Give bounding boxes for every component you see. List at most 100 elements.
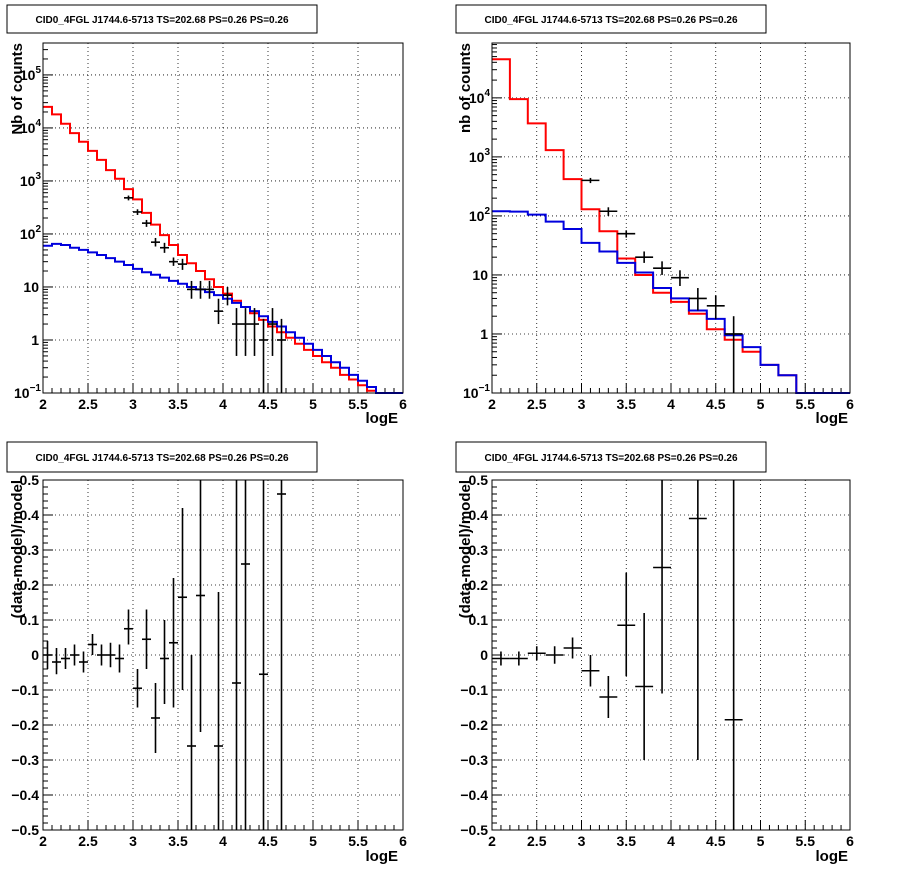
- data-point: [187, 655, 196, 830]
- y-tick-label: 0.2: [469, 577, 489, 593]
- chart-panel-1: 2 2.5 3 3.5 4 4.5 5 5.5 6 10−1 1 10 102 103 104 105 logE…: [6, 4, 407, 427]
- series-line-1: [43, 105, 403, 394]
- title-box: [455, 441, 767, 473]
- y-tick-label: 10: [472, 267, 488, 283]
- data-point: [241, 480, 250, 830]
- x-axis-label: logE: [816, 848, 849, 865]
- data-point: [160, 620, 169, 704]
- x-tick-label: 5: [757, 396, 765, 412]
- chart-title: CID0_4FGL J1744.6-5713 TS=202.68 PS=0.26…: [35, 15, 288, 26]
- y-tick-label: 1: [480, 326, 488, 342]
- data-point: [223, 286, 232, 306]
- data-point: [133, 669, 142, 708]
- y-tick-label: 10−1: [463, 383, 490, 401]
- y-tick-label: 0: [31, 647, 39, 663]
- y-tick-label: −0.1: [460, 682, 488, 698]
- data-point: [509, 651, 528, 666]
- data-point: [241, 308, 250, 356]
- y-tick-label: −0.3: [460, 752, 488, 768]
- data-point: [43, 641, 52, 669]
- y-tick-label: 0.1: [20, 612, 40, 628]
- data-point: [653, 261, 671, 275]
- data-point: [581, 177, 600, 184]
- x-tick-label: 2.5: [78, 396, 98, 412]
- data-point: [259, 480, 268, 830]
- chart-panel-2: 2 2.5 3 3.5 4 4.5 5 5.5 6 10−1 1 10 102 103 104 logE nb …: [455, 4, 854, 427]
- y-tick-label: 1: [31, 332, 39, 348]
- x-tick-label: 4.5: [706, 833, 726, 849]
- y-tick-label: 0.2: [20, 577, 40, 593]
- plot-frame: [491, 42, 851, 394]
- y-tick-label: 10−1: [14, 383, 41, 401]
- y-tick-label: 10: [23, 279, 39, 295]
- x-tick-label: 2: [39, 833, 47, 849]
- y-tick-label: 102: [20, 224, 42, 242]
- y-tick-label: −0.2: [460, 717, 488, 733]
- chart-title: CID0_4FGL J1744.6-5713 TS=202.68 PS=0.26…: [484, 453, 737, 464]
- x-tick-label: 2.5: [527, 396, 547, 412]
- data-point: [688, 480, 707, 760]
- x-tick-label: 5.5: [348, 396, 368, 412]
- x-tick-label: 2: [39, 396, 47, 412]
- x-tick-label: 4.5: [706, 396, 726, 412]
- plot-frame: [491, 479, 851, 831]
- x-tick-label: 6: [846, 396, 854, 412]
- title-box: [455, 4, 767, 34]
- data-point: [115, 644, 124, 673]
- data-point: [635, 613, 654, 760]
- data-point: [178, 258, 187, 270]
- data-point: [259, 318, 268, 393]
- y-tick-label: −0.1: [11, 682, 39, 698]
- y-tick-label: 103: [20, 171, 42, 189]
- data-point: [169, 257, 178, 266]
- data-point: [124, 195, 133, 201]
- x-axis-label: logE: [816, 410, 849, 427]
- data-point: [88, 634, 97, 655]
- data-point: [124, 609, 133, 645]
- y-tick-label: 0.4: [20, 507, 40, 523]
- x-tick-label: 2: [488, 396, 496, 412]
- data-point: [70, 644, 79, 666]
- y-axis-label: nb of counts: [457, 43, 474, 133]
- x-tick-label: 3: [129, 396, 137, 412]
- data-point: [160, 242, 169, 253]
- data-point: [527, 646, 546, 661]
- y-tick-label: 102: [469, 206, 491, 224]
- data-point: [653, 480, 671, 694]
- chart-panel-3: 2 2.5 3 3.5 4 4.5 5 5.5 6 −0.5 −0.4 −0.3 −0.2 −0.1 0 0.…: [6, 441, 407, 865]
- data-point: [178, 508, 187, 690]
- data-point: [232, 480, 241, 830]
- x-tick-label: 5.5: [348, 833, 368, 849]
- x-tick-label: 3: [578, 396, 586, 412]
- data-point: [563, 637, 582, 659]
- x-tick-label: 5: [309, 833, 317, 849]
- data-point: [671, 270, 689, 286]
- x-tick-label: 3: [129, 833, 137, 849]
- y-tick-label: 0.4: [469, 507, 489, 523]
- x-tick-label: 4.5: [258, 833, 278, 849]
- x-tick-label: 5: [757, 833, 765, 849]
- y-axis-label: Nb of counts: [9, 43, 26, 135]
- data-point: [277, 480, 286, 830]
- data-point: [545, 646, 564, 664]
- data-point: [724, 480, 743, 830]
- data-point: [79, 651, 88, 673]
- chart-panel-4: 2 2.5 3 3.5 4 4.5 5 5.5 6 −0.5 −0.4 −0.3 −0.2 −0.1 0 0.…: [455, 441, 854, 865]
- data-point: [142, 219, 151, 227]
- data-point: [106, 642, 115, 668]
- data-point: [250, 308, 259, 356]
- x-tick-label: 6: [399, 833, 407, 849]
- data-point: [97, 644, 106, 666]
- data-point: [492, 651, 510, 666]
- y-tick-label: 0: [480, 647, 488, 663]
- y-tick-label: 0.5: [469, 472, 489, 488]
- data-point: [214, 592, 223, 830]
- data-point: [151, 683, 160, 753]
- plot-frame: [42, 42, 404, 394]
- data-point: [617, 572, 636, 676]
- data-point: [61, 648, 70, 669]
- y-tick-label: −0.4: [460, 787, 488, 803]
- x-tick-label: 2: [488, 833, 496, 849]
- y-tick-label: 104: [469, 88, 491, 106]
- data-point: [268, 308, 277, 356]
